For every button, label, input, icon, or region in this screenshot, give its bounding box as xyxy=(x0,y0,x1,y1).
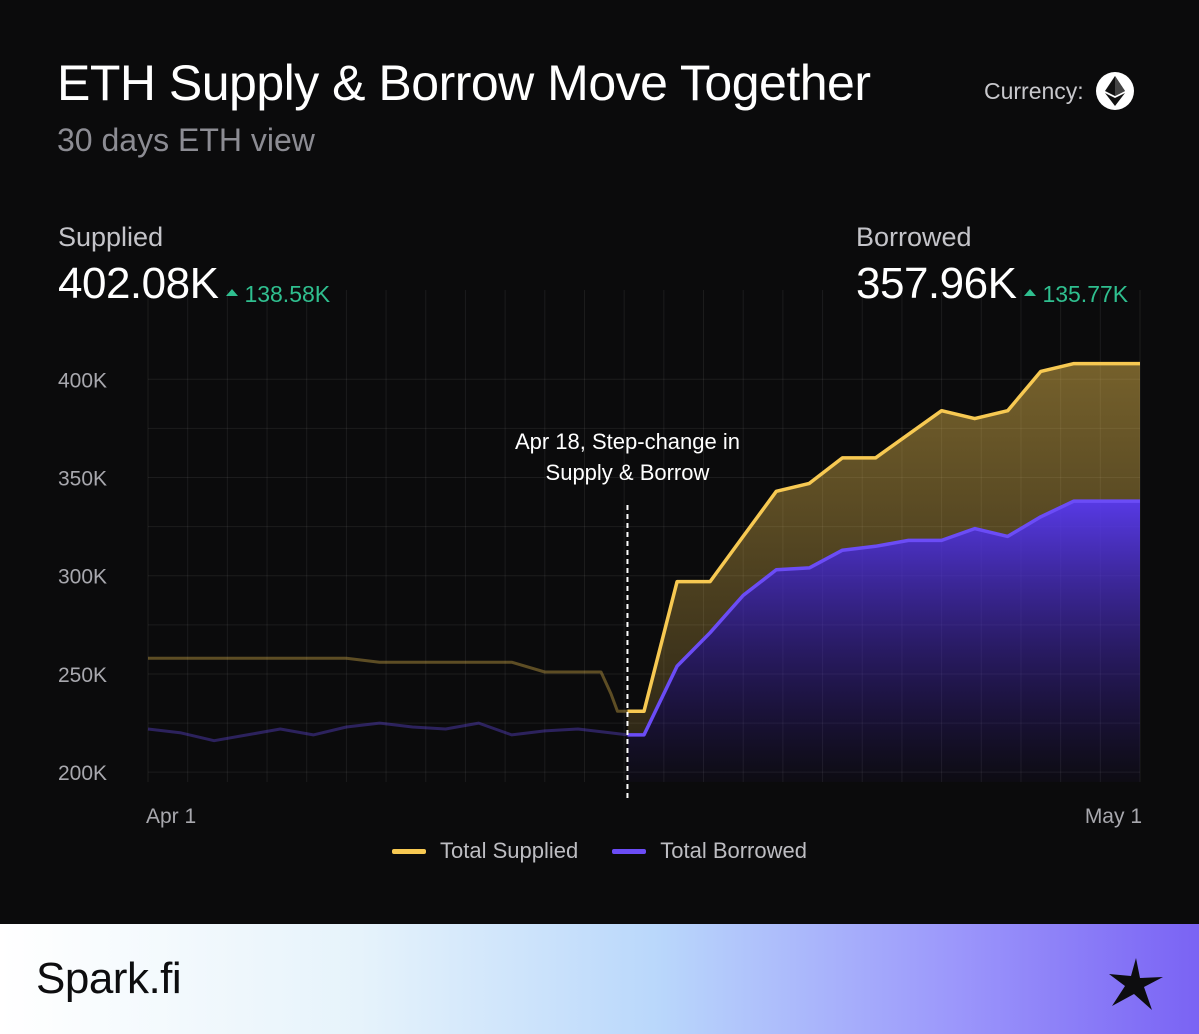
total-borrowed-line-past xyxy=(147,721,628,743)
y-tick-label: 200K xyxy=(58,762,107,785)
borrowed-stat: Borrowed 357.96K 135.77K xyxy=(856,222,1128,309)
borrowed-delta-value: 135.77K xyxy=(1042,281,1129,307)
supply-borrow-chart: 200K 250K 300K 350K 400K Apr 1 May 1 Apr 18, … xyxy=(58,290,1142,828)
borrowed-label: Borrowed xyxy=(856,222,972,252)
currency-selector[interactable]: Currency: xyxy=(984,72,1134,110)
legend-swatch-borrowed xyxy=(612,848,647,854)
borrowed-value: 357.96K xyxy=(856,259,1017,308)
legend-label-borrowed: Total Borrowed xyxy=(660,838,807,863)
y-tick-label: 300K xyxy=(58,566,107,589)
currency-label: Currency: xyxy=(984,77,1084,104)
legend-item-borrowed[interactable]: Total Borrowed xyxy=(612,838,807,864)
y-tick-label: 400K xyxy=(58,369,107,392)
legend-item-supplied[interactable]: Total Supplied xyxy=(392,838,578,864)
supplied-label: Supplied xyxy=(58,222,164,252)
chart-legend: Total Supplied Total Borrowed xyxy=(0,838,1199,864)
supplied-stat: Supplied 402.08K 138.58K xyxy=(58,222,330,309)
supplied-delta-value: 138.58K xyxy=(244,281,331,307)
x-tick-label: Apr 1 xyxy=(146,805,196,828)
y-tick-label: 250K xyxy=(58,664,107,687)
total-supplied-line-past xyxy=(148,656,628,713)
page-title: ETH Supply & Borrow Move Together xyxy=(57,55,871,111)
total-supplied-area xyxy=(627,363,1140,735)
total-borrowed-area xyxy=(627,501,1140,782)
step-change-annotation: Apr 18, Step-change in Supply & Borrow xyxy=(515,429,740,800)
supplied-value: 402.08K xyxy=(58,259,219,308)
x-axis: Apr 1 May 1 xyxy=(146,805,1142,828)
borrowed-delta: 135.77K xyxy=(1024,281,1128,308)
y-tick-label: 350K xyxy=(58,468,107,491)
supplied-delta: 138.58K xyxy=(226,281,330,308)
brand-name[interactable]: Spark.fi xyxy=(36,954,182,1003)
y-axis: 200K 250K 300K 350K 400K xyxy=(58,369,107,785)
page-subtitle: 30 days ETH view xyxy=(57,122,315,158)
legend-label-supplied: Total Supplied xyxy=(440,838,579,863)
total-supplied-line xyxy=(627,361,1140,714)
annotation-text-line1: Apr 18, Step-change in xyxy=(515,429,740,454)
up-arrow-icon xyxy=(226,289,239,296)
eth-icon[interactable] xyxy=(1095,72,1134,110)
total-borrowed-line xyxy=(627,499,1140,737)
spark-star-icon xyxy=(1109,958,1163,1010)
annotation-text-line2: Supply & Borrow xyxy=(546,460,710,485)
x-tick-label: May 1 xyxy=(1085,805,1142,828)
legend-swatch-supplied xyxy=(392,848,427,854)
footer-banner: Spark.fi xyxy=(0,924,1199,1034)
up-arrow-icon xyxy=(1024,289,1037,296)
